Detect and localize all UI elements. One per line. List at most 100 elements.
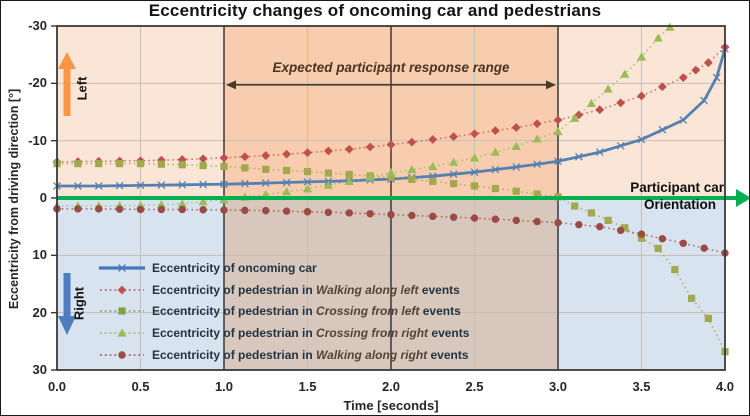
legend-swatch	[100, 307, 144, 316]
marker-diamond	[703, 58, 713, 68]
marker-diamond	[574, 110, 584, 120]
marker-diamond	[553, 115, 563, 125]
y-tick-label: -10	[28, 132, 47, 148]
x-tick-label: 0.5	[131, 379, 150, 394]
marker-diamond	[407, 137, 417, 147]
marker-square	[637, 234, 646, 242]
marker-diamond	[691, 65, 701, 75]
marker-circle	[303, 208, 312, 216]
marker-square	[470, 182, 479, 190]
legend-label: Eccentricity of pedestrian in Walking al…	[152, 282, 460, 297]
marker-circle	[282, 207, 291, 215]
marker-circle	[700, 244, 708, 252]
marker-circle	[136, 205, 145, 214]
marker-circle	[262, 206, 270, 215]
marker-triangle	[407, 165, 417, 174]
marker-circle	[679, 239, 687, 247]
marker-circle	[324, 208, 333, 217]
marker-triangle	[386, 168, 396, 177]
marker-x	[470, 168, 479, 177]
marker-square	[118, 307, 126, 316]
marker-circle	[115, 205, 124, 213]
marker-x	[241, 179, 249, 188]
marker-square	[387, 173, 395, 181]
marker-diamond	[323, 146, 333, 156]
marker-diamond	[282, 149, 292, 159]
marker-triangle	[428, 161, 438, 171]
x-tick-label: 1.0	[214, 379, 234, 394]
marker-square	[345, 170, 353, 179]
marker-x	[533, 160, 541, 169]
marker-diamond	[156, 155, 166, 165]
marker-x	[658, 125, 667, 134]
marker-triangle	[570, 113, 580, 122]
marker-triangle	[553, 126, 563, 136]
x-tick-label: 0.0	[47, 379, 67, 394]
marker-square	[199, 162, 207, 170]
left-arrow-head	[58, 52, 76, 69]
legend-row: Eccentricity of pedestrian in Walking al…	[98, 344, 469, 366]
marker-circle	[199, 206, 207, 214]
x-tick-label: 4.0	[715, 379, 735, 394]
marker-x	[679, 116, 688, 124]
marker-circle	[449, 213, 458, 221]
marker-circle	[491, 215, 500, 223]
series-line	[57, 48, 727, 188]
legend-label: Eccentricity of pedestrian in Crossing f…	[152, 304, 461, 319]
marker-diamond	[198, 154, 208, 164]
chart-title: Eccentricity changes of oncoming car and…	[148, 1, 602, 20]
marker-circle	[387, 210, 395, 219]
marker-x	[616, 141, 625, 150]
y-tick-label: 20	[32, 304, 47, 320]
marker-x	[115, 181, 124, 190]
marker-square	[74, 160, 82, 168]
marker-diamond	[365, 142, 375, 152]
marker-circle	[512, 216, 520, 225]
marker-square	[571, 202, 579, 210]
marker-diamond	[219, 153, 229, 163]
legend-label: Eccentricity of oncoming car	[152, 260, 317, 275]
marker-circle	[596, 222, 604, 231]
marker-x	[712, 73, 721, 82]
marker-square	[533, 190, 541, 198]
marker-x	[157, 181, 166, 189]
marker-diamond	[177, 155, 187, 164]
marker-circle	[533, 217, 541, 226]
legend-label: Eccentricity of pedestrian in Crossing f…	[152, 326, 470, 341]
right-arrow-head	[58, 316, 76, 335]
y-tick-label: -30	[28, 18, 47, 33]
marker-diamond	[428, 135, 438, 144]
marker-triangle	[282, 187, 292, 196]
marker-x	[512, 163, 521, 171]
marker-circle	[178, 205, 186, 214]
x-tick-label: 3.0	[548, 379, 568, 394]
marker-diamond	[470, 129, 479, 139]
marker-diamond	[657, 82, 667, 92]
response-range-arrowhead-right	[546, 80, 556, 90]
marker-x	[118, 264, 126, 272]
series-dotted-line	[57, 208, 726, 254]
marker-circle	[157, 205, 166, 214]
marker-square	[587, 209, 595, 217]
marker-x	[261, 179, 270, 187]
marker-x	[491, 165, 500, 174]
marker-square	[604, 216, 612, 224]
legend-label: Eccentricity of pedestrian in Walking al…	[152, 348, 469, 363]
marker-square	[491, 184, 499, 193]
legend-row: Eccentricity of pedestrian in Crossing f…	[98, 322, 469, 344]
x-tick-label: 2.0	[381, 379, 401, 394]
marker-circle	[470, 214, 479, 222]
legend-swatch	[100, 328, 144, 337]
x-axis-title: Time [seconds]	[343, 398, 439, 413]
marker-square	[654, 244, 662, 253]
marker-square	[220, 162, 228, 171]
marker-triangle	[302, 184, 313, 193]
marker-triangle	[177, 199, 187, 208]
marker-square	[512, 187, 520, 195]
marker-x	[595, 148, 604, 156]
left-direction-label: Left	[74, 76, 90, 101]
marker-diamond	[678, 73, 688, 83]
legend-swatch	[100, 351, 144, 359]
participant-car-label-line2: Orientation	[643, 197, 716, 212]
